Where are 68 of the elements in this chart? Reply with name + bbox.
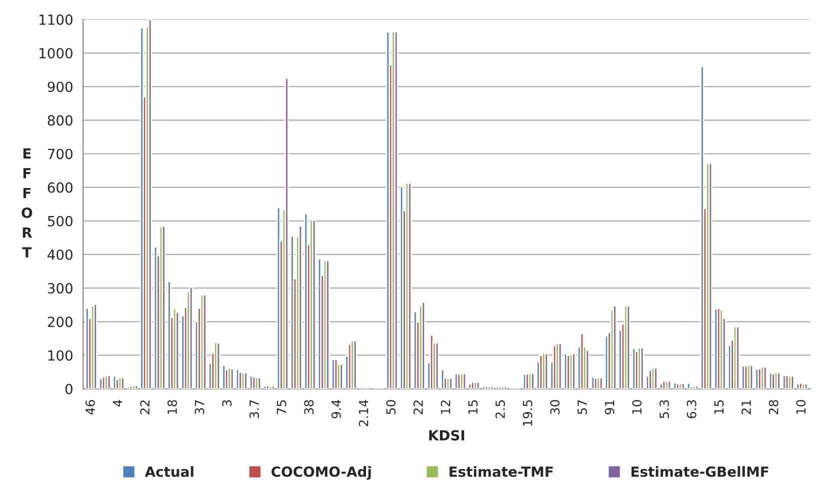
x-tick-label: 21: [742, 400, 751, 414]
bar: [120, 377, 125, 389]
bar: [640, 347, 644, 389]
bar: [257, 377, 262, 389]
bar: [490, 386, 494, 389]
bar: [544, 352, 548, 389]
x-tick-label: 10: [796, 400, 806, 414]
x-tick-label: 50: [386, 400, 396, 414]
x-tick-label: 2.14: [358, 400, 368, 426]
x-tick-label: 12: [440, 400, 450, 414]
x-tick-label: 46: [85, 400, 95, 415]
x-tick-label: 22: [414, 400, 423, 414]
bar: [353, 340, 358, 389]
y-tick-label: 800: [48, 115, 72, 126]
y-tick-label: 600: [48, 182, 72, 193]
bar: [708, 162, 713, 389]
bar: [736, 326, 740, 389]
x-tick-label: 19.5: [522, 400, 532, 426]
x-tick-label: 91: [604, 400, 614, 414]
bar: [93, 303, 98, 389]
x-tick-label: 9.4: [331, 400, 341, 418]
x-tick-label: 4: [112, 400, 122, 407]
x-tick-label: 2.5: [496, 400, 505, 418]
bar: [790, 375, 795, 389]
x-tick-label: 3.7: [249, 400, 259, 418]
bar: [654, 367, 658, 389]
y-tick-label: 1100: [40, 14, 72, 25]
bar: [776, 372, 781, 389]
y-tick-label: 0: [65, 384, 72, 394]
x-tick-label: 30: [550, 400, 560, 414]
x-tick-label: 6.3: [686, 400, 696, 418]
bar: [175, 312, 180, 389]
y-axis-title: EFFORT: [22, 148, 32, 258]
bar: [202, 294, 207, 389]
bar: [503, 386, 508, 389]
legend-label: Actual: [144, 466, 194, 477]
y-tick-label: 100: [48, 350, 72, 361]
y-tick-label: 500: [48, 216, 72, 226]
bar: [462, 372, 466, 389]
x-axis-title: KDSI: [429, 430, 464, 441]
bar: [421, 301, 426, 389]
x-tick-label: 37: [194, 400, 204, 414]
x-tick-label: 75: [276, 400, 286, 414]
x-tick-label: 3: [222, 400, 232, 406]
x-tick-label: 57: [578, 400, 587, 414]
bar: [804, 383, 808, 389]
legend-label: COCOMO-Adj: [272, 466, 371, 480]
y-tick-label: 300: [48, 283, 72, 294]
x-tick-label: 15: [714, 400, 724, 414]
x-tick-label: 18: [167, 400, 177, 414]
y-tick-label: 1000: [40, 48, 72, 58]
legend-label: Estimate-TMF: [450, 466, 553, 477]
legend-label: Estimate-GBellMF: [632, 466, 768, 477]
x-tick-label: 10: [632, 400, 642, 414]
y-tick-label: 200: [48, 316, 72, 328]
bar: [189, 286, 194, 389]
x-tick-label: 38: [304, 400, 314, 414]
bar: [476, 381, 480, 389]
x-tick-label: 5.3: [660, 400, 669, 418]
bar: [749, 364, 754, 389]
y-tick-label: 700: [48, 148, 72, 160]
x-tick-label: 15: [468, 400, 478, 414]
bar: [326, 260, 330, 389]
y-tick-label: 900: [48, 82, 72, 92]
x-tick-label: 28: [768, 400, 778, 414]
x-tick-label: 22: [140, 400, 150, 414]
bar: [612, 305, 617, 389]
y-tick-label: 400: [48, 249, 72, 260]
